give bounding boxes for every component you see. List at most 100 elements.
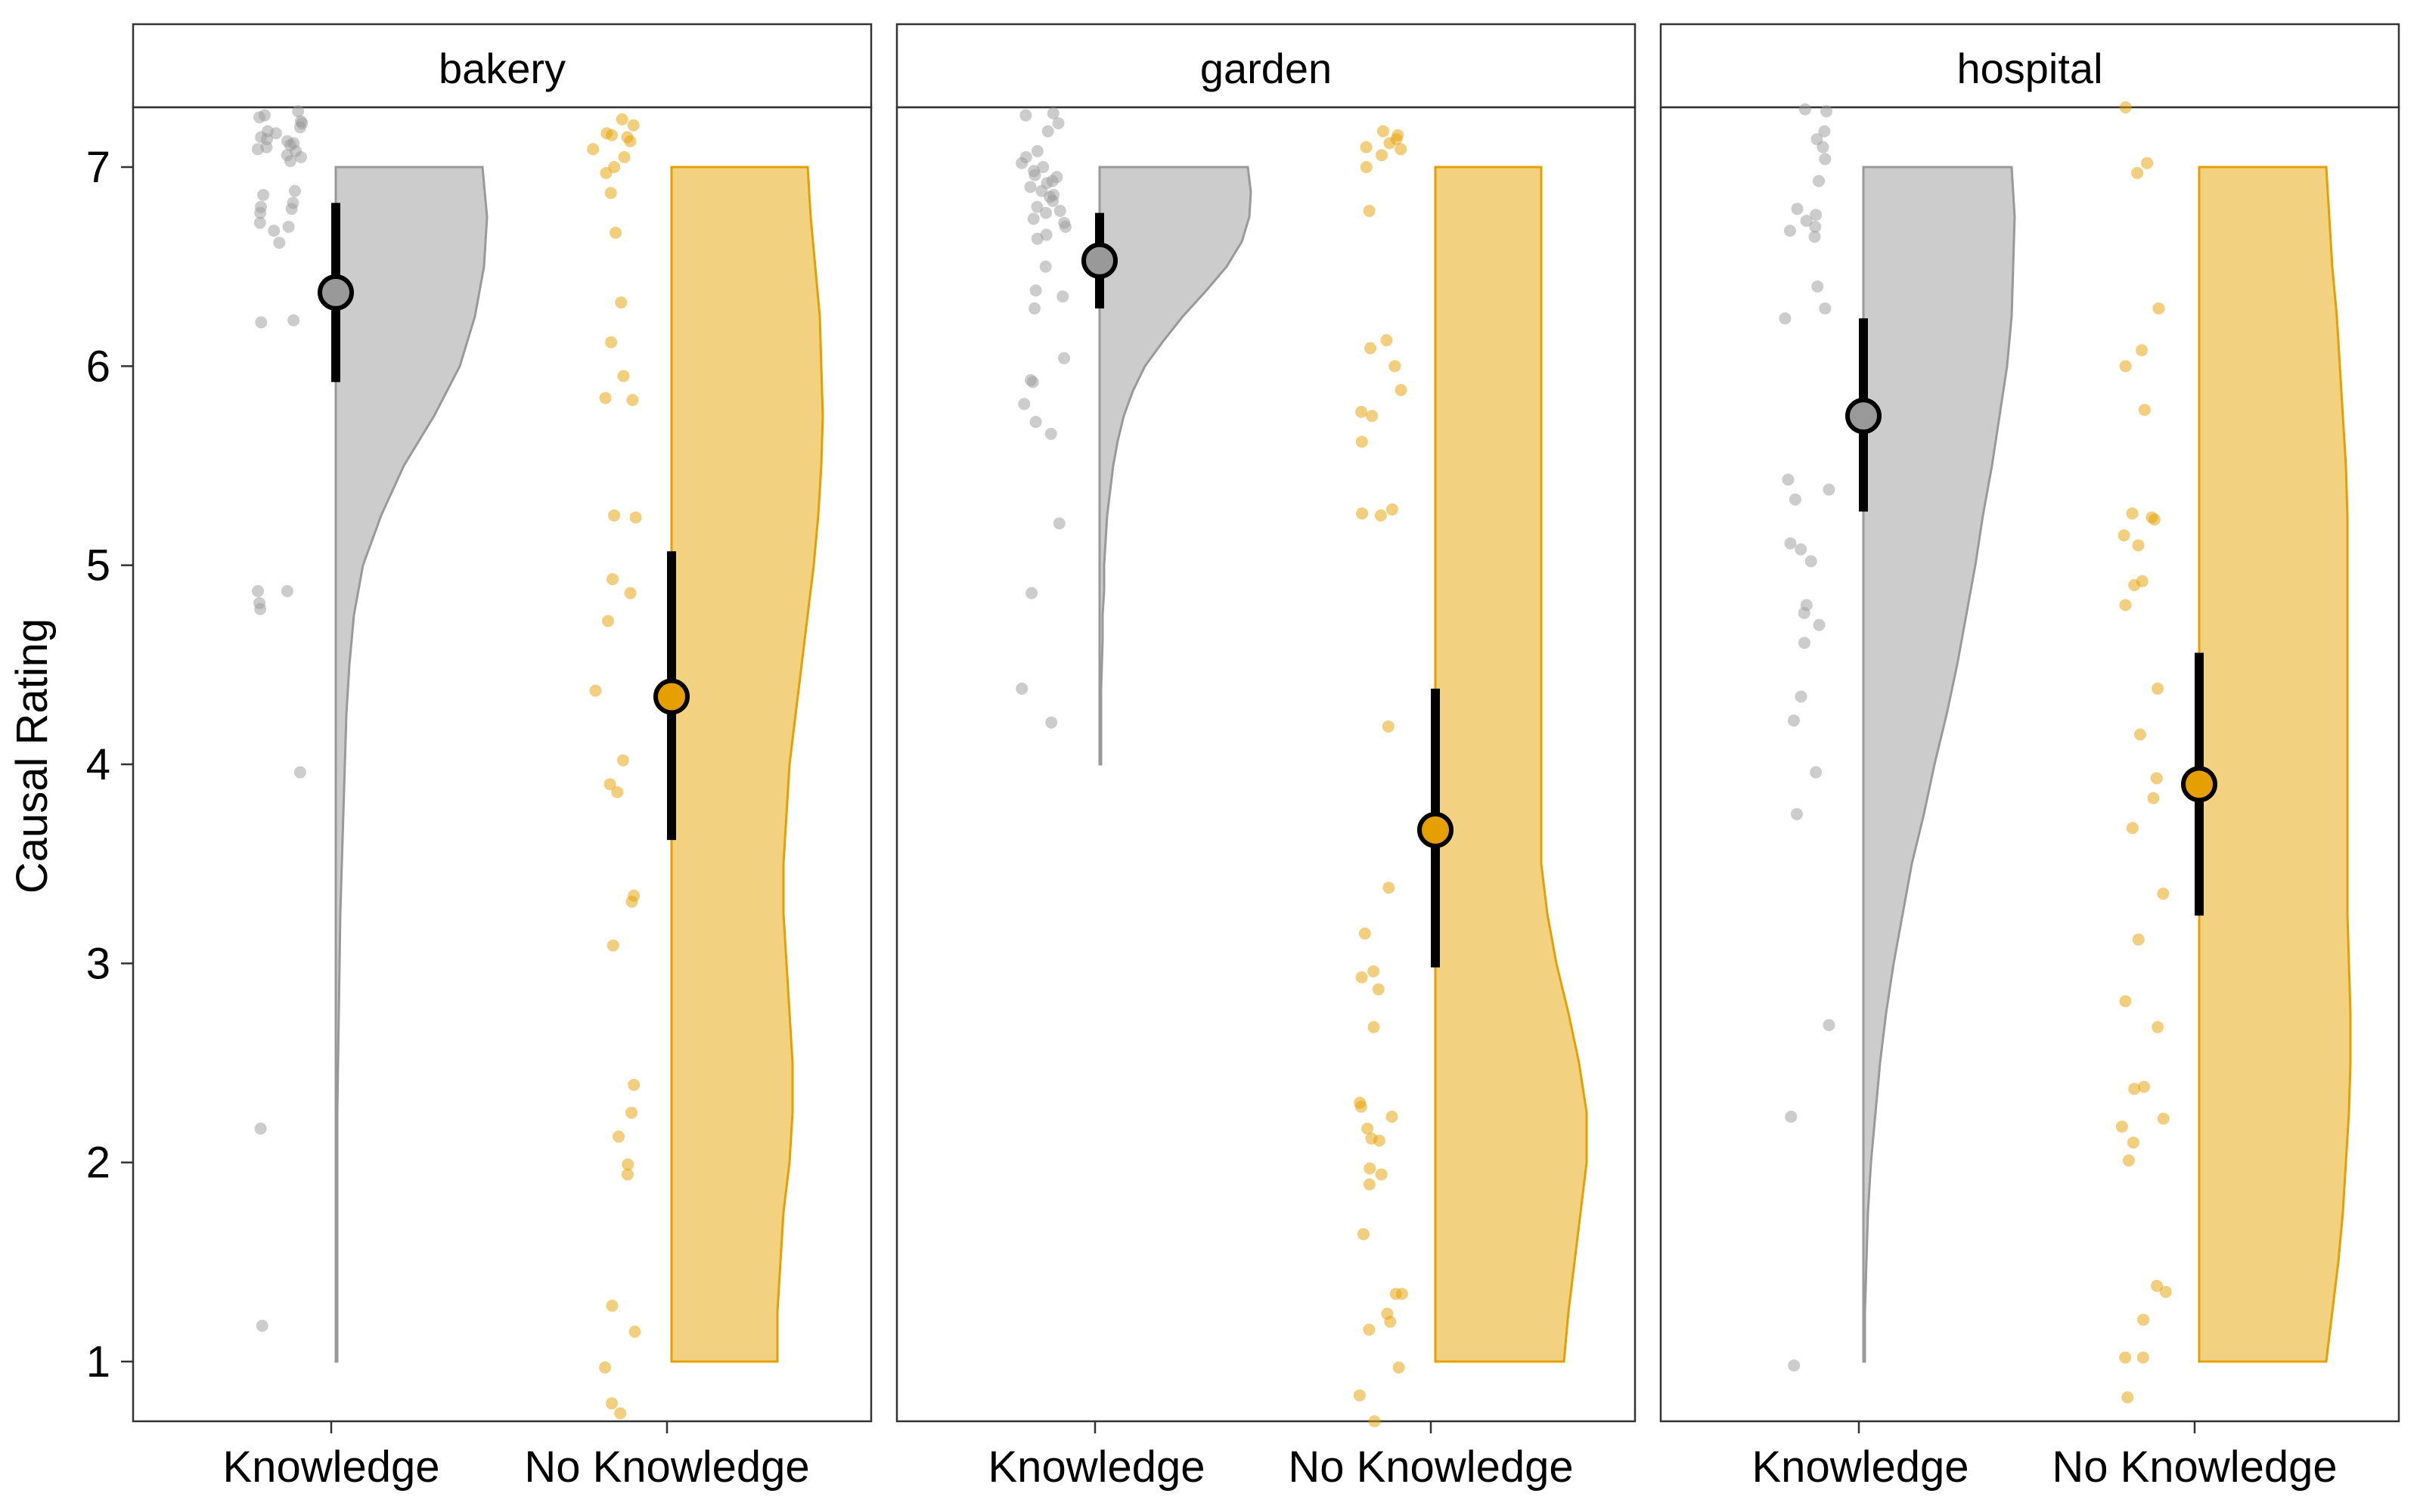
data-point-knowledge <box>1039 260 1052 273</box>
data-point-knowledge <box>1810 209 1823 222</box>
data-point-no-knowledge <box>1358 927 1371 940</box>
data-point-no-knowledge <box>589 684 602 697</box>
data-point-no-knowledge <box>1376 125 1389 138</box>
data-point-knowledge <box>1037 161 1050 173</box>
data-point-no-knowledge <box>2127 1136 2139 1149</box>
data-point-knowledge <box>1813 618 1826 631</box>
data-point-no-knowledge <box>1367 965 1380 978</box>
data-point-no-knowledge <box>616 113 628 125</box>
data-point-knowledge <box>1029 416 1042 429</box>
y-tick-label: 6 <box>86 342 110 391</box>
data-point-no-knowledge <box>610 226 622 239</box>
data-point-no-knowledge <box>1384 1315 1397 1328</box>
data-point-no-knowledge <box>1354 1100 1367 1113</box>
x-tick-label-knowledge: Knowledge <box>1752 1442 1969 1492</box>
data-point-no-knowledge <box>1373 1134 1385 1147</box>
data-point-no-knowledge <box>607 939 619 952</box>
data-point-knowledge <box>1787 714 1800 727</box>
data-point-knowledge <box>1029 284 1042 297</box>
data-point-knowledge <box>1031 144 1044 157</box>
data-point-knowledge <box>1025 587 1038 600</box>
data-point-knowledge <box>1028 169 1041 181</box>
data-point-knowledge <box>273 237 286 249</box>
data-point-no-knowledge <box>1364 342 1377 355</box>
x-tick-label-no-knowledge: No Knowledge <box>2052 1442 2337 1492</box>
data-point-knowledge <box>1813 175 1826 187</box>
data-point-knowledge <box>1783 225 1796 237</box>
data-point-knowledge <box>1056 290 1069 303</box>
data-point-knowledge <box>1024 181 1037 194</box>
x-tick-label-knowledge: Knowledge <box>988 1442 1205 1492</box>
data-point-no-knowledge <box>1366 410 1379 423</box>
data-point-knowledge <box>1040 206 1053 219</box>
data-point-no-knowledge <box>2132 933 2145 946</box>
x-axis: Knowledge No Knowledge <box>223 1442 810 1492</box>
data-point-knowledge <box>1016 156 1028 169</box>
data-point-no-knowledge <box>1355 405 1368 418</box>
data-point-no-knowledge <box>622 1158 634 1171</box>
density-cloud-no-knowledge <box>2198 166 2352 1363</box>
y-tick-label: 1 <box>86 1337 110 1387</box>
data-point-knowledge <box>1045 716 1058 729</box>
data-point-no-knowledge <box>606 1300 619 1312</box>
data-point-no-knowledge <box>1395 143 1407 156</box>
data-point-no-knowledge <box>1368 1415 1381 1427</box>
data-point-no-knowledge <box>629 511 642 524</box>
data-point-no-knowledge <box>1385 1111 1398 1123</box>
data-point-no-knowledge <box>1374 509 1387 522</box>
x-axis: Knowledge No Knowledge <box>1752 1442 2338 1492</box>
data-point-knowledge <box>1798 103 1811 116</box>
x-tick-label-knowledge: Knowledge <box>223 1442 440 1492</box>
data-point-knowledge <box>1041 125 1054 138</box>
data-point-knowledge <box>1026 376 1039 389</box>
data-point-no-knowledge <box>604 187 617 200</box>
data-point-knowledge <box>1810 766 1823 779</box>
data-point-knowledge <box>1819 302 1832 314</box>
facet-marks <box>1779 101 2352 1433</box>
data-point-knowledge <box>1785 1111 1798 1123</box>
data-point-no-knowledge <box>1372 983 1385 996</box>
data-point-no-knowledge <box>1388 360 1401 373</box>
data-point-knowledge <box>294 150 307 163</box>
x-tick-label-no-knowledge: No Knowledge <box>524 1442 809 1492</box>
data-point-no-knowledge <box>1355 435 1368 448</box>
data-point-no-knowledge <box>621 1168 634 1181</box>
data-point-no-knowledge <box>2152 1021 2164 1033</box>
y-axis-title: Causal Rating <box>8 618 57 894</box>
data-point-no-knowledge <box>1360 161 1373 173</box>
facet-hospital: hospital Knowledge No Knowledge <box>1659 23 2400 1492</box>
data-point-no-knowledge <box>2138 404 2151 417</box>
data-point-no-knowledge <box>2157 888 2170 900</box>
data-point-no-knowledge <box>606 129 619 141</box>
data-point-no-knowledge <box>1363 204 1376 217</box>
data-point-no-knowledge <box>611 785 624 798</box>
facet-strip <box>895 23 1637 109</box>
data-point-no-knowledge <box>1380 334 1393 347</box>
data-point-no-knowledge <box>628 1078 641 1091</box>
data-point-knowledge <box>1791 203 1804 215</box>
data-point-no-knowledge <box>2151 1279 2164 1292</box>
data-point-no-knowledge <box>2141 156 2154 169</box>
data-point-no-knowledge <box>1367 1021 1380 1033</box>
mean-point-knowledge <box>318 274 354 311</box>
data-point-knowledge <box>1027 212 1040 225</box>
data-point-knowledge <box>254 1122 267 1135</box>
data-point-knowledge <box>1053 517 1066 530</box>
data-point-no-knowledge <box>1356 507 1369 520</box>
data-point-knowledge <box>284 155 297 168</box>
data-point-no-knowledge <box>1395 383 1407 396</box>
data-point-no-knowledge <box>626 394 639 407</box>
density-cloud-no-knowledge <box>1434 166 1588 1363</box>
data-point-no-knowledge <box>2159 1285 2172 1298</box>
data-point-knowledge <box>1800 215 1813 228</box>
facet-strip-label: garden <box>1200 45 1332 92</box>
data-point-no-knowledge <box>600 166 613 179</box>
data-point-knowledge <box>1784 537 1797 550</box>
y-tick-label: 4 <box>86 740 110 789</box>
data-point-no-knowledge <box>605 1397 618 1410</box>
data-point-knowledge <box>1052 117 1065 130</box>
data-point-no-knowledge <box>2150 772 2163 785</box>
data-point-no-knowledge <box>2126 822 2139 835</box>
data-point-no-knowledge <box>2119 101 2132 113</box>
data-point-no-knowledge <box>1361 1122 1374 1135</box>
